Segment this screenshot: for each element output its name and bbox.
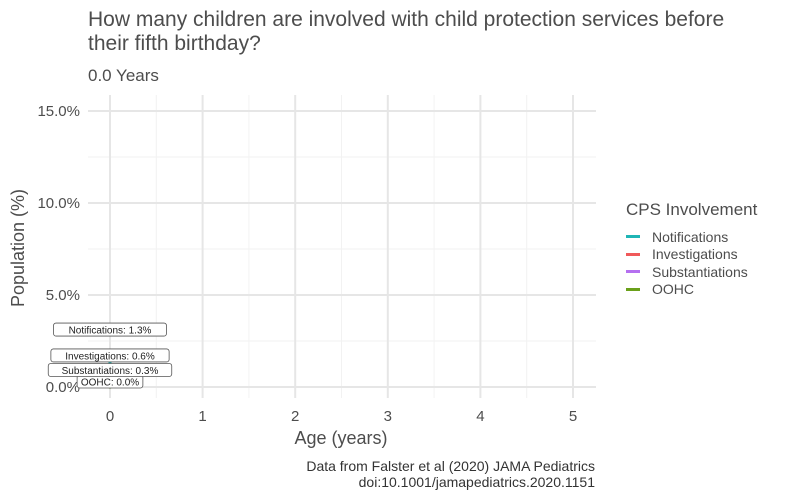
data-label-text: Notifications: 1.3% [69, 326, 152, 337]
legend-key-substantiations [626, 270, 640, 274]
x-axis-title: Age (years) [294, 428, 387, 448]
legend-item-oohc: OOHC [626, 281, 757, 299]
x-tick-label: 1 [198, 408, 206, 425]
legend-title: CPS Involvement [626, 200, 758, 219]
y-axis-title: Population (%) [8, 189, 28, 307]
caption-line: doi:10.1001/jamapediatrics.2020.1151 [358, 474, 595, 490]
source-caption: Data from Falster et al (2020) JAMA Pedi… [306, 458, 595, 490]
x-tick-label: 0 [106, 408, 114, 425]
x-tick-label: 4 [476, 408, 484, 425]
data-label-box [50, 348, 170, 363]
legend-key-notifications [626, 235, 640, 239]
legend-label: OOHC [652, 281, 694, 298]
data-label-box [53, 322, 167, 337]
data-label-investigations: Investigations: 0.6% [50, 348, 170, 363]
legend-item-notifications: Notifications [626, 228, 757, 246]
legend-label: Notifications [652, 228, 729, 245]
x-tick-label: 5 [569, 408, 577, 425]
caption-line: Data from Falster et al (2020) JAMA Pedi… [306, 458, 595, 474]
y-tick-label: 0.0% [46, 379, 80, 396]
data-label-text: OOHC: 0.0% [81, 378, 139, 389]
data-label-text: Substantiations: 0.3% [62, 366, 159, 377]
data-label-substantiations: Substantiations: 0.3% [47, 363, 173, 377]
y-tick-label: 5.0% [46, 287, 80, 304]
legend-key-investigations [626, 252, 640, 256]
y-tick-label: 15.0% [37, 103, 80, 120]
legend-label: Investigations [652, 246, 738, 263]
legend-item-substantiations: Substantiations [626, 263, 757, 281]
x-tick-label: 2 [291, 408, 299, 425]
data-label-text: Investigations: 0.6% [65, 351, 155, 362]
legend-key-oohc [626, 287, 640, 291]
data-label-notifications: Notifications: 1.3% [53, 322, 167, 337]
legend-item-investigations: Investigations [626, 246, 757, 264]
chart-subtitle: 0.0 Years [88, 66, 159, 85]
data-label-box [47, 363, 173, 377]
y-tick-label: 10.0% [37, 195, 80, 212]
legend-label: Substantiations [652, 263, 748, 280]
legend: CPS Involvement Notifications Investigat… [626, 200, 757, 298]
chart-title: How many children are involved with chil… [88, 8, 725, 55]
data-label-oohc: OOHC: 0.0% [76, 374, 144, 389]
x-tick-label: 3 [384, 408, 392, 425]
